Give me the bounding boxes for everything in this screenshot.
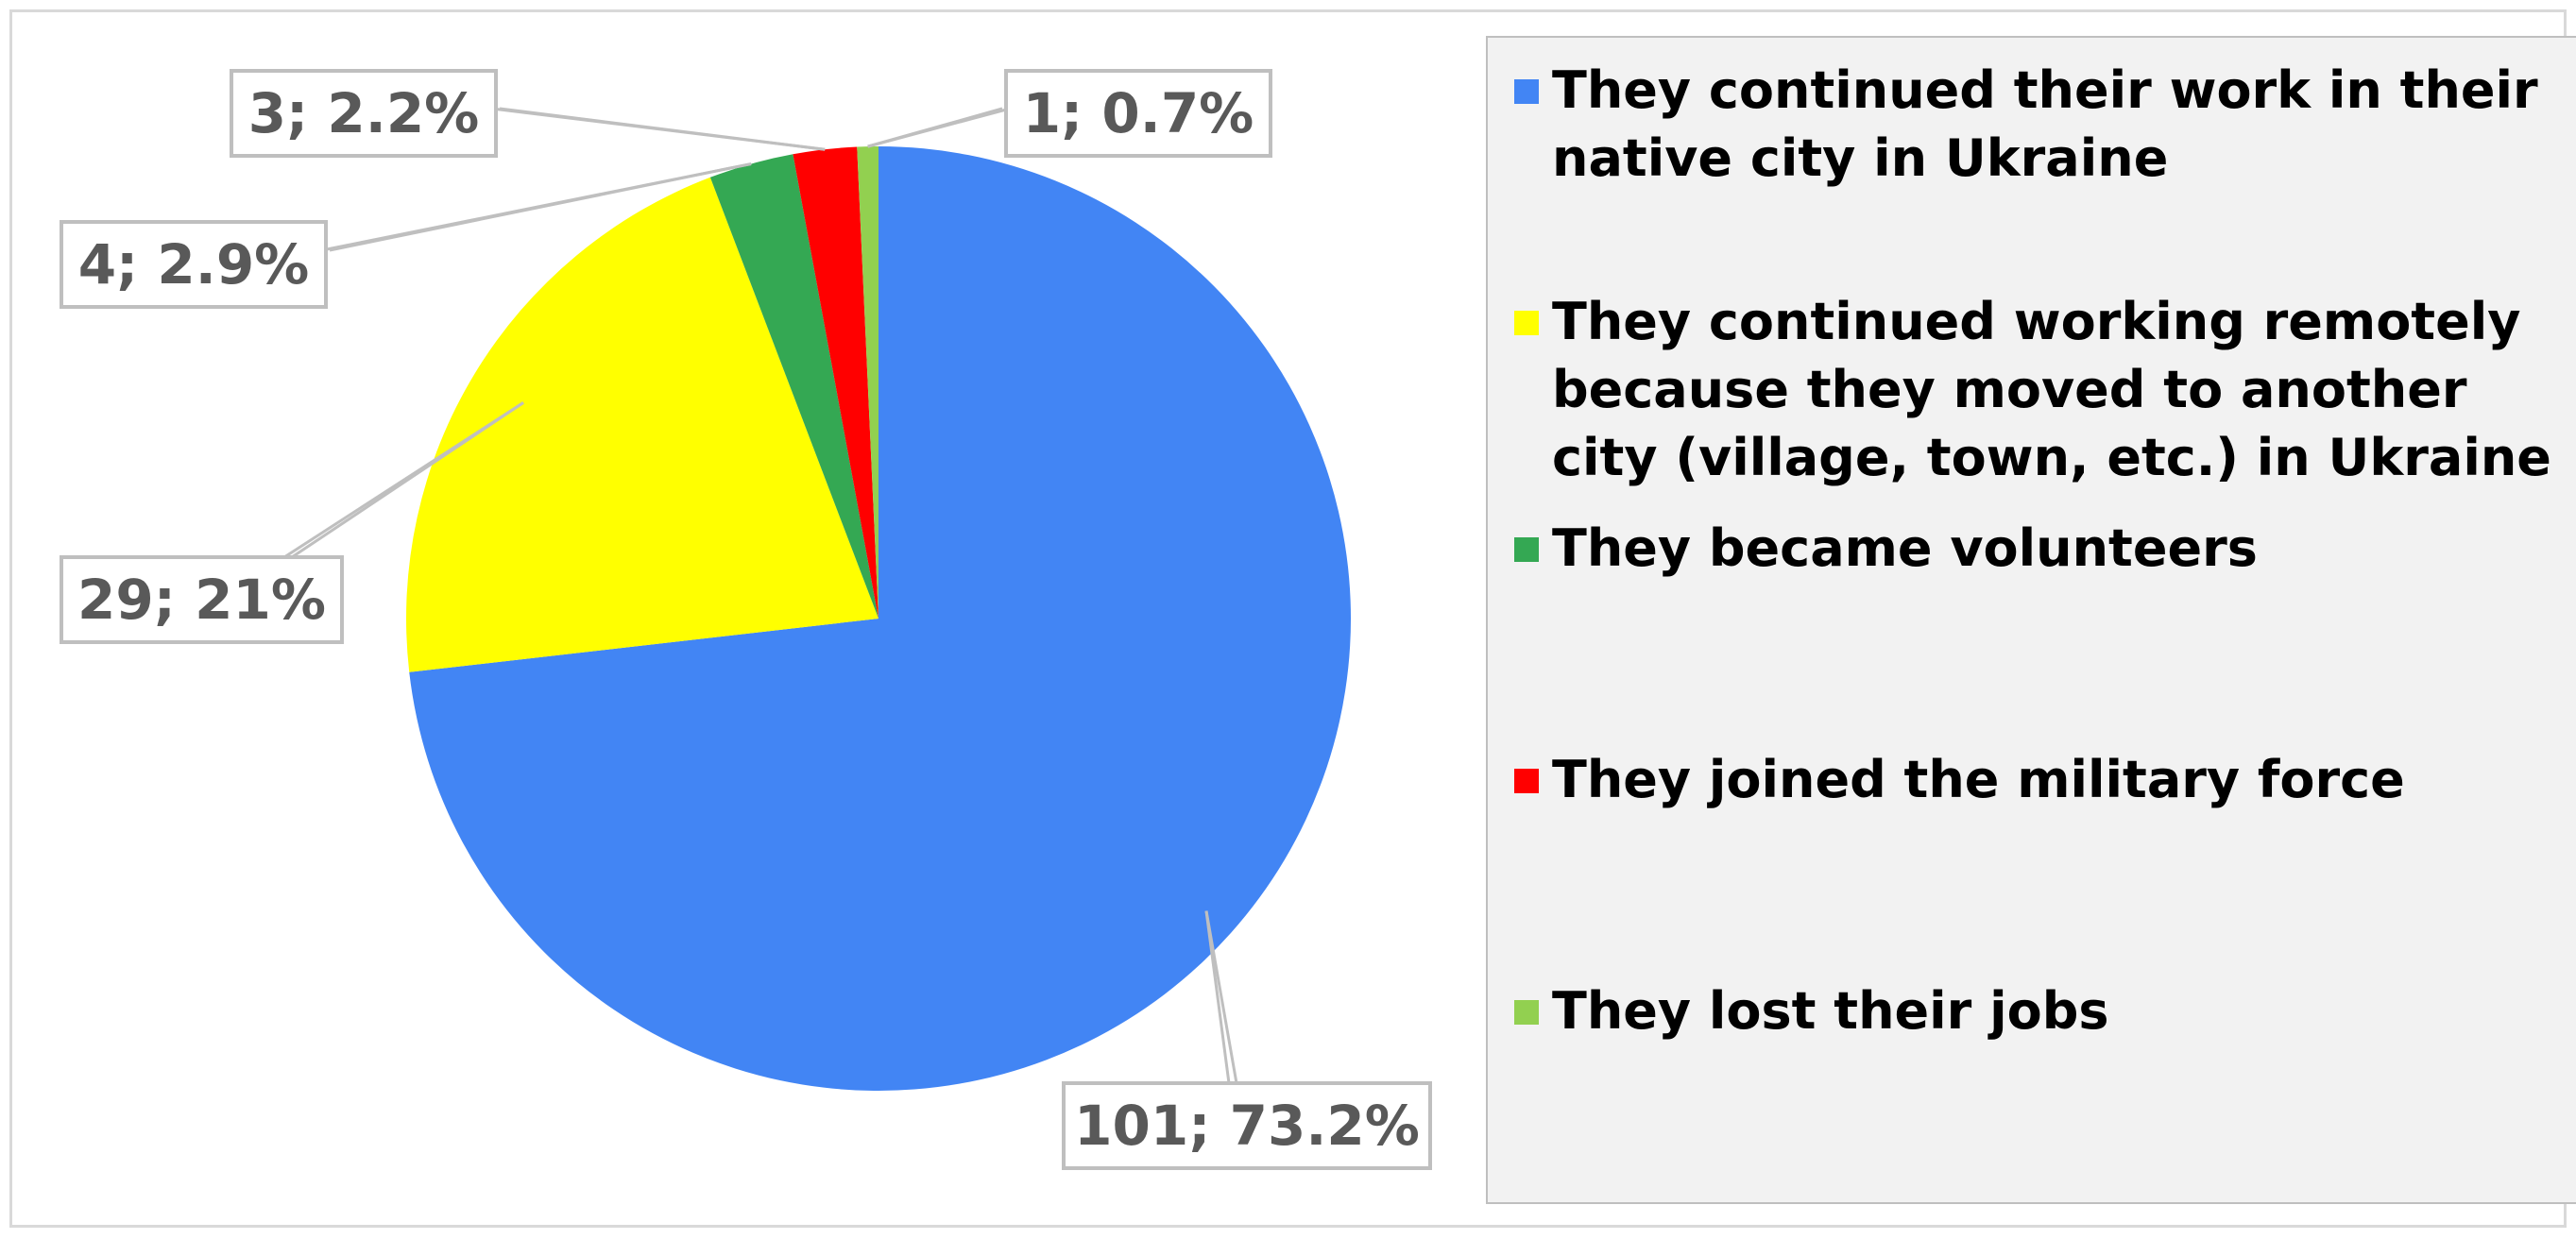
data-label-box (1062, 1081, 1432, 1170)
legend-label: They joined the military force (1552, 750, 2405, 809)
data-label-text: 101; 73.2% (1074, 1094, 1420, 1158)
data-label-box (230, 69, 498, 158)
data-label-3: 4; 2.9% (60, 220, 328, 309)
pie-slice-3 (709, 154, 879, 619)
pie-slice-1 (409, 146, 1351, 1091)
data-labels: 101; 73.2% 29; 21% 4; 2.9% 3; 2.2% 1; 0.7% (60, 69, 1432, 1170)
data-label-box (1004, 69, 1272, 158)
legend: They continued their work in their nativ… (1486, 36, 2576, 1204)
legend-label: They continued their work in their nativ… (1552, 60, 2538, 188)
data-label-2: 29; 21% (60, 555, 344, 644)
legend-swatch (1514, 769, 1539, 793)
data-label-1: 101; 73.2% (1062, 1081, 1432, 1170)
data-label-text: 1; 0.7% (1023, 81, 1254, 145)
legend-swatch (1514, 537, 1539, 562)
pie-slices (406, 146, 1351, 1091)
pie-slice-4 (793, 146, 879, 619)
leader-line-1-2 (1204, 910, 1238, 1084)
data-label-box (60, 555, 344, 644)
legend-swatch (1514, 79, 1539, 104)
data-label-box (60, 220, 328, 309)
leader-line-3-2 (329, 162, 752, 252)
data-label-5: 1; 0.7% (1004, 69, 1272, 158)
data-label-text: 3; 2.2% (248, 81, 480, 145)
leader-line-5-2 (867, 107, 1011, 148)
legend-label: They continued working remotely because … (1552, 292, 2551, 487)
legend-swatch (1514, 311, 1539, 335)
leader-line-2-2 (291, 401, 524, 559)
data-label-4: 3; 2.2% (230, 69, 498, 158)
leader-line-4-2 (499, 107, 826, 151)
pie-slice-5 (857, 146, 879, 619)
legend-label: They lost their jobs (1552, 981, 2109, 1041)
legend-swatch (1514, 1000, 1539, 1025)
leader-lines (283, 107, 1238, 1084)
legend-label: They became volunteers (1552, 518, 2258, 578)
data-label-text: 29; 21% (77, 568, 326, 632)
data-label-text: 4; 2.9% (78, 232, 310, 297)
pie-slice-2 (406, 177, 879, 672)
